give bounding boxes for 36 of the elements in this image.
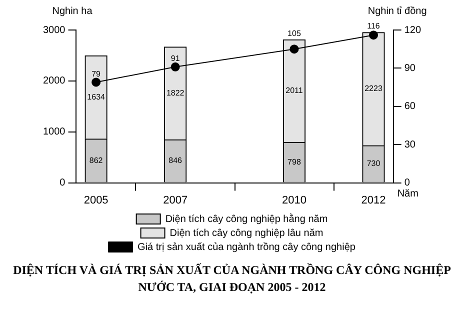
text: DIỆN TÍCH VÀ GIÁ TRỊ SẢN XUẤT CỦA NGÀNH TRỒNG CÂY CÔNG NGHIỆP NƯỚC TA, GIAI ĐOẠN 2005 - 2012 (12, 262, 452, 296)
data-label: 91 (170, 54, 180, 64)
data-label: 846 (168, 156, 183, 166)
x-tick-label: 2012 (361, 194, 386, 206)
data-label: 1634 (87, 92, 106, 102)
data-label: 116 (367, 22, 380, 31)
data-label: 105 (288, 28, 302, 38)
y-tick-label: 0 (60, 178, 66, 189)
data-label: 79 (92, 69, 102, 78)
x-axis-title: Năm (397, 188, 418, 200)
data-label: 862 (89, 156, 104, 165)
y2-axis-title: Nghin tỉ đồng (368, 6, 427, 17)
y2-tick-label: 90 (404, 62, 416, 74)
x-tick-label: 2010 (282, 194, 306, 206)
y2-tick-label: 120 (404, 24, 422, 36)
x-tick-label: 2007 (163, 194, 188, 206)
legend-label: Giá trị sản xuất của ngành trồng cây công nghiệp (138, 242, 356, 253)
y2-tick-label: 0 (404, 178, 410, 189)
data-label: 1822 (166, 88, 185, 98)
y-tick-label: 2000 (42, 76, 66, 87)
y-axis-title: Nghin ha (52, 6, 93, 17)
legend-label: Diện tích cây công nghiệp lâu năm (170, 228, 324, 239)
y2-tick-label: 60 (404, 101, 416, 112)
point (92, 78, 101, 87)
y2-tick-label: 30 (404, 139, 416, 150)
legend-label: Diện tích cây công nghiệp hằng năm (165, 212, 328, 225)
data-label: 798 (288, 157, 302, 166)
data-label: 730 (366, 159, 381, 168)
y-tick-label: 1000 (42, 126, 66, 138)
data-label: 2223 (364, 84, 383, 94)
x-tick-label: 2005 (84, 194, 108, 206)
point (369, 30, 378, 40)
point (290, 44, 299, 54)
data-label: 2011 (286, 86, 304, 96)
y-tick-label: 3000 (42, 24, 66, 36)
point (170, 62, 180, 72)
